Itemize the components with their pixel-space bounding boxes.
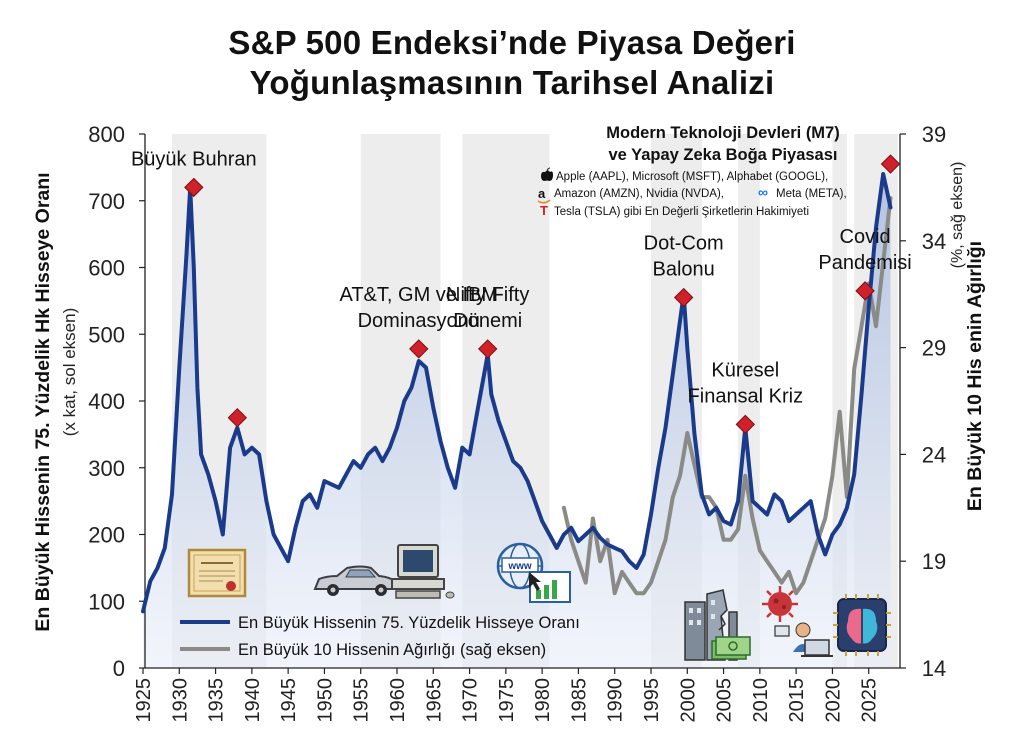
left-tick-label: 0 (113, 656, 125, 681)
right-tick-label: 24 (922, 442, 946, 467)
peak-markers (184, 154, 901, 435)
peak-marker-0 (184, 177, 204, 198)
x-tick-label: 2015 (786, 678, 808, 723)
peak-label-6-1: Pandemisi (818, 252, 911, 274)
computer-icon (391, 544, 455, 599)
left-tick-label: 100 (88, 589, 125, 614)
x-tick-label: 2010 (750, 678, 772, 723)
x-tick-label: 2025 (859, 678, 881, 723)
secondary-series-line (561, 196, 893, 596)
m7-text-line2b: Meta (META), (776, 188, 847, 200)
right-axis-ticks: 14 19 24 29 34 39 (900, 122, 946, 681)
x-tick-label: 1985 (568, 678, 590, 723)
remote-worker-icon (774, 622, 833, 657)
right-tick-label: 39 (922, 122, 946, 147)
x-axis-ticks: 1925 1930 1935 1940 1945 1950 1955 1960 1965 1970… (133, 668, 881, 723)
x-tick-label: 2005 (714, 678, 736, 723)
peak-label-3-1: Dönemi (453, 310, 522, 332)
x-tick-label: 1940 (242, 678, 264, 723)
svg-text:www: www (507, 561, 532, 572)
m7-annotation: Modern Teknoloji Devleri (M7) ve Yapay Z… (537, 124, 847, 218)
x-tick-label: 1955 (351, 678, 373, 723)
peak-labels: Büyük Buhran AT&T, GM ve IBM Dominasyonu Ni… (131, 148, 912, 407)
x-tick-label: 1965 (423, 678, 445, 723)
peak-label-6-0: Covid (840, 226, 891, 248)
legend-label-primary: En Büyük Hissenin 75. Yüzdelik Hisseye O… (238, 614, 580, 632)
left-tick-label: 500 (88, 322, 125, 347)
x-tick-label: 1950 (314, 678, 336, 723)
legend: En Büyük Hissenin 75. Yüzdelik Hisseye O… (180, 614, 580, 659)
right-tick-label: 19 (922, 549, 946, 574)
x-tick-label: 2000 (677, 678, 699, 723)
x-tick-label: 1990 (605, 678, 627, 723)
meta-icon: ∞ (758, 184, 768, 200)
primary-series-line (141, 172, 893, 614)
m7-text-line3: Tesla (TSLA) gibi En Değerli Şirketlerin… (554, 206, 809, 218)
legend-label-secondary: En Büyük 10 Hissenin Ağırlığı (sağ eksen… (238, 641, 546, 659)
chart-title-line1: S&P 500 Endeksi’nde Piyasa Değeri (228, 24, 796, 61)
peak-label-4-0: Dot-Com (644, 233, 724, 255)
peak-marker-1 (227, 407, 248, 428)
peak-label-2-1: Dominasyonu (358, 310, 480, 332)
x-tick-label: 1930 (169, 678, 191, 723)
x-tick-label: 1945 (278, 678, 300, 723)
x-tick-label: 2020 (822, 678, 844, 723)
money-icon (711, 636, 751, 660)
certificate-icon (187, 548, 247, 598)
virus-icon (762, 586, 798, 622)
left-axis-subtitle: (x kat, sol eksen) (60, 308, 79, 437)
left-tick-label: 200 (88, 523, 125, 548)
peak-marker-6 (855, 281, 875, 301)
m7-heading-line2: ve Yapay Zeka Boğa Piyasası (608, 146, 837, 164)
chart-title-line2: Yoğunlaşmasının Tarihsel Analizi (249, 64, 775, 101)
primary-series-area (143, 174, 891, 668)
peak-marker-5 (735, 414, 756, 435)
apple-icon (541, 167, 553, 181)
m7-text-line1: Apple (AAPL), Microsoft (MSFT), Alphabet… (556, 171, 828, 183)
right-tick-label: 29 (922, 336, 946, 361)
peak-label-2-0: AT&T, GM ve IBM (339, 284, 498, 306)
x-tick-label: 1960 (387, 678, 409, 723)
peak-marker-2 (409, 339, 429, 359)
left-tick-label: 300 (88, 456, 125, 481)
peak-marker-4 (673, 287, 694, 308)
left-tick-label: 600 (88, 256, 125, 281)
x-tick-label: 1935 (206, 678, 228, 723)
peak-label-0-0: Büyük Buhran (131, 148, 257, 170)
left-axis-ticks: 0 100 200 300 400 500 600 700 800 (88, 122, 145, 681)
right-axis-title: En Büyük 10 His enin Ağırlığı (964, 241, 986, 511)
peak-label-5-1: Finansal Kriz (688, 385, 804, 407)
x-tick-label: 1925 (133, 678, 155, 723)
peak-marker-7 (880, 154, 901, 174)
amazon-icon: a (538, 186, 546, 201)
right-axis-subtitle: (%, sağ eksen) (949, 162, 966, 269)
x-tick-label: 1980 (532, 678, 554, 723)
left-tick-label: 400 (88, 389, 125, 414)
peak-label-5-0: Küresel (711, 359, 779, 381)
tesla-icon: T (540, 203, 548, 218)
x-tick-label: 1975 (496, 678, 518, 723)
left-tick-label: 700 (88, 189, 125, 214)
amazon-smile (537, 199, 551, 204)
m7-text-line2: Amazon (AMZN), Nvidia (NVDA), (554, 188, 724, 200)
x-tick-label: 1970 (460, 678, 482, 723)
peak-marker-3 (478, 339, 498, 359)
left-axis-title: En Büyük Hissenin 75. Yüzdelik Hk Hissey… (32, 172, 54, 631)
peak-label-4-1: Balonu (653, 259, 715, 281)
right-tick-label: 14 (922, 656, 946, 681)
x-tick-label: 1995 (641, 678, 663, 723)
ai-chip-brain-icon (833, 594, 891, 656)
m7-heading-line1: Modern Teknoloji Devleri (M7) (606, 124, 839, 142)
right-tick-label: 34 (922, 229, 946, 254)
peak-label-3-0: Nifty Fifty (446, 284, 529, 306)
left-tick-label: 800 (88, 122, 125, 147)
www-browser-icon: www (496, 542, 571, 603)
